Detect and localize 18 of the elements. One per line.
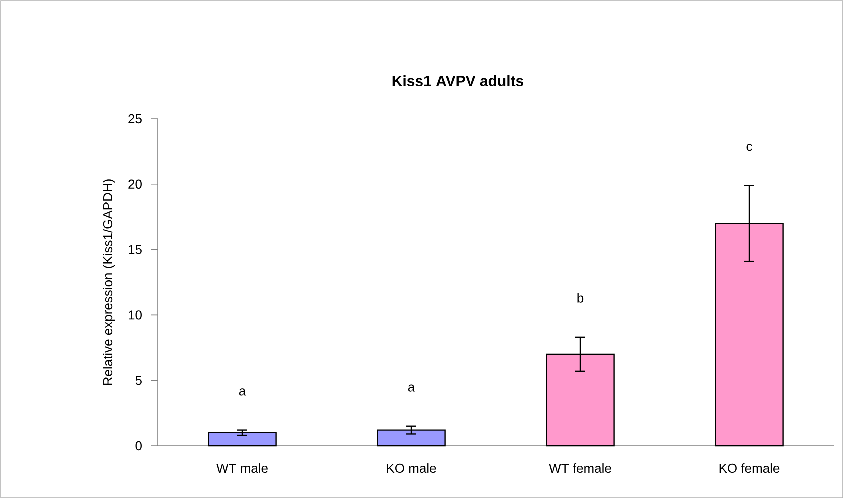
annotation: a <box>408 384 416 392</box>
y-tick-label: 5 <box>136 376 142 386</box>
bar <box>208 432 277 447</box>
annotation: b <box>578 293 584 303</box>
y-tick-label: 15 <box>129 245 142 254</box>
x-tick-label: WT female <box>549 464 612 474</box>
annotation: c <box>746 144 752 152</box>
y-tick-label: 0 <box>136 441 142 451</box>
y-tick-label: 10 <box>129 310 142 320</box>
chart-title: Kiss1 AVPV adults <box>392 75 524 86</box>
annotation: a <box>239 388 246 396</box>
y-axis-title: Relative expression (Kiss1/GAPDH) <box>103 180 116 386</box>
x-tick-label: KO male <box>387 464 436 474</box>
y-tick-label: 25 <box>128 114 142 124</box>
y-tick-label: 20 <box>128 180 142 189</box>
bar <box>377 430 446 447</box>
x-tick-label: WT male <box>216 464 268 474</box>
x-tick-label: KO female <box>720 464 780 474</box>
